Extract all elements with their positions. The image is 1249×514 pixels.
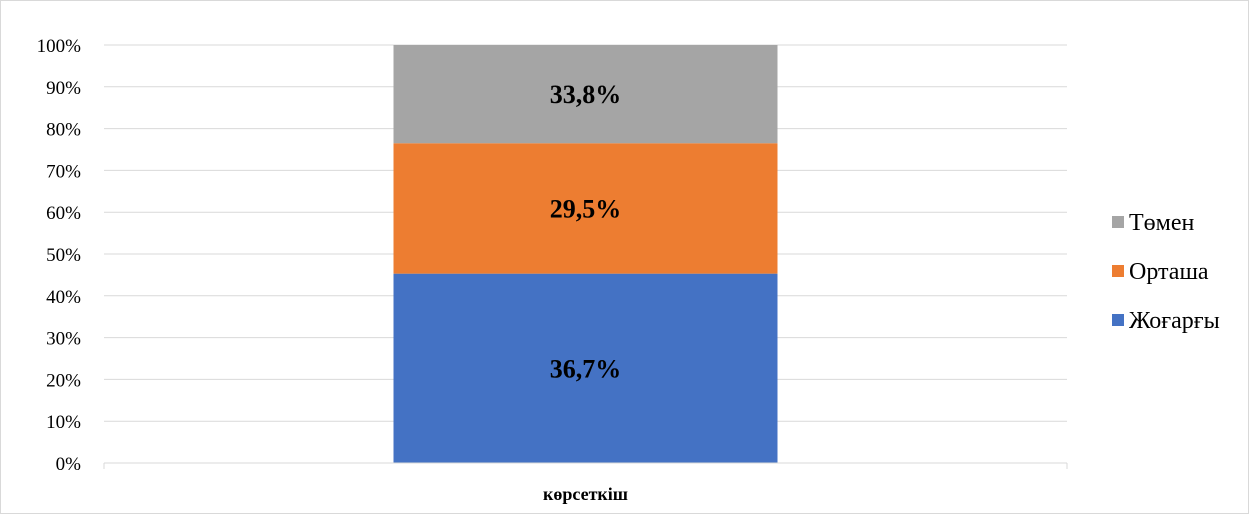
data-label: 36,7% — [550, 354, 622, 383]
y-tick-label: 30% — [46, 329, 81, 350]
y-tick-label: 80% — [46, 120, 81, 141]
legend-swatch — [1112, 265, 1124, 277]
bar-segment-2 — [393, 45, 778, 144]
x-category-label: көрсеткіш — [543, 484, 628, 504]
y-tick-label: 40% — [46, 287, 81, 308]
bar-segment-0 — [393, 273, 778, 463]
y-tick-label: 10% — [46, 412, 81, 433]
legend-label: Жоғарғы — [1129, 308, 1220, 334]
legend-label: Төмен — [1129, 210, 1195, 236]
y-tick-label: 50% — [46, 245, 81, 266]
bars: 36,7% 29,5% 33,8% — [393, 45, 778, 463]
y-tick-label: 70% — [46, 161, 81, 182]
bar-segment-1 — [393, 143, 778, 274]
y-tick-label: 60% — [46, 203, 81, 224]
y-tick-label: 100% — [37, 36, 82, 57]
data-label: 29,5% — [550, 194, 622, 223]
y-tick-label: 20% — [46, 370, 81, 391]
y-tick-label: 90% — [46, 78, 81, 99]
legend: Төмен Орташа Жоғарғы — [1112, 210, 1220, 334]
y-tick-label: 0% — [56, 454, 82, 475]
y-axis-ticks: 0% 10% 20% 30% 40% 50% 60% 70% 80% 90% 100% — [37, 36, 82, 475]
legend-swatch — [1112, 216, 1124, 228]
data-label: 33,8% — [550, 80, 622, 109]
x-axis: көрсеткіш — [103, 462, 1068, 504]
legend-label: Орташа — [1129, 259, 1209, 285]
legend-swatch — [1112, 314, 1124, 326]
